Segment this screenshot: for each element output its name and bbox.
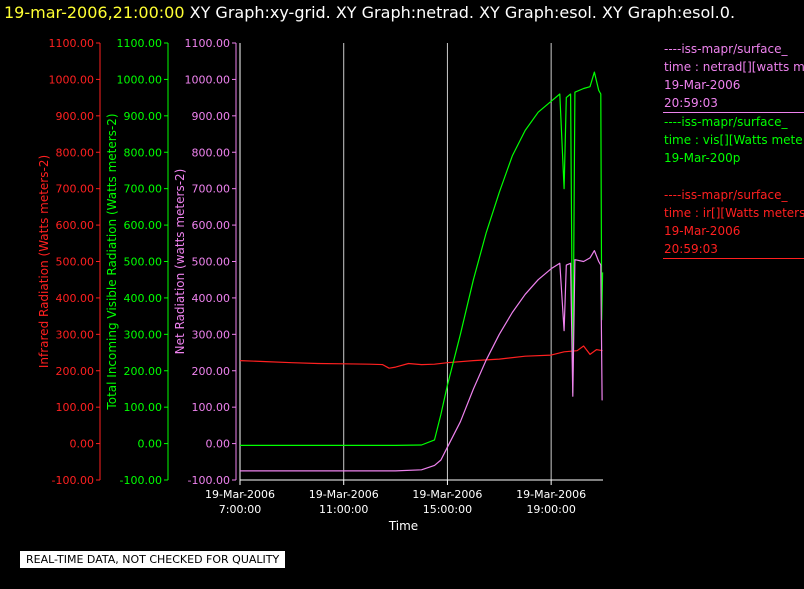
infrared-radiation-line: [239, 345, 603, 369]
x-tick-time: 15:00:00: [423, 503, 472, 516]
vis-tick-label: 800.00: [124, 146, 163, 159]
legend-separator: [663, 258, 804, 259]
visible-radiation-line: [240, 71, 604, 446]
x-tick-time: 7:00:00: [219, 503, 261, 516]
ir-tick-label: 1100.00: [49, 37, 95, 50]
x-tick-date: 19-Mar-2006: [412, 488, 482, 501]
vis-tick-label: 100.00: [124, 401, 163, 414]
legend-net-date: 19-Mar-2006: [664, 78, 741, 92]
ir-axis-title: Infrared Radiation (Watts meters-2): [37, 155, 51, 368]
ir-tick-label: -100.00: [52, 474, 94, 487]
net-radiation-line: [240, 250, 603, 472]
net-tick-label: 200.00: [192, 365, 231, 378]
net-tick-label: 500.00: [192, 256, 231, 269]
ir-tick-label: 1000.00: [49, 73, 95, 86]
ir-tick-label: 300.00: [56, 328, 95, 341]
vis-axis-title: Total Incoming Visible Radiation (Watts …: [105, 113, 119, 410]
net-tick-label: -100.00: [188, 474, 230, 487]
net-axis-title: Net Radiation (watts meters-2): [173, 169, 187, 355]
vis-tick-label: -100.00: [120, 474, 162, 487]
legend-vis-date: 19-Mar-200p: [664, 151, 741, 165]
legend-vis-source: ----iss-mapr/surface_: [664, 115, 788, 129]
vis-tick-label: 500.00: [124, 256, 163, 269]
vis-tick-label: 400.00: [124, 292, 163, 305]
vis-tick-label: 900.00: [124, 110, 163, 123]
net-tick-label: 100.00: [192, 401, 231, 414]
legend-net-source: ----iss-mapr/surface_: [664, 42, 788, 56]
legend-separator: [663, 112, 804, 113]
x-tick-date: 19-Mar-2006: [309, 488, 379, 501]
legend-vis-variable: time : vis[][Watts mete: [664, 133, 803, 147]
net-tick-label: 700.00: [192, 183, 231, 196]
ir-tick-label: 200.00: [56, 365, 95, 378]
net-tick-label: 400.00: [192, 292, 231, 305]
x-tick-date: 19-Mar-2006: [205, 488, 275, 501]
legend-infrared-radiation: ----iss-mapr/surface_ time : ir[][Watts …: [664, 186, 804, 258]
graph-header: 19-mar-2006,21:00:00 XY Graph:xy-grid. X…: [4, 3, 735, 22]
quality-notice: REAL-TIME DATA, NOT CHECKED FOR QUALITY: [20, 551, 286, 568]
header-graph-list: XY Graph:xy-grid. XY Graph:netrad. XY Gr…: [189, 3, 736, 22]
legend-ir-date: 19-Mar-2006: [664, 224, 741, 238]
ir-tick-label: 700.00: [56, 183, 95, 196]
ir-tick-label: 800.00: [56, 146, 95, 159]
ir-tick-label: 900.00: [56, 110, 95, 123]
vis-tick-label: 0.00: [138, 438, 163, 451]
vis-tick-label: 600.00: [124, 219, 163, 232]
net-tick-label: 800.00: [192, 146, 231, 159]
net-tick-label: 1100.00: [185, 37, 231, 50]
ir-tick-label: 0.00: [70, 438, 95, 451]
legend-ir-source: ----iss-mapr/surface_: [664, 188, 788, 202]
ir-tick-label: 500.00: [56, 256, 95, 269]
ir-tick-label: 400.00: [56, 292, 95, 305]
vis-tick-label: 1000.00: [117, 73, 163, 86]
net-tick-label: 1000.00: [185, 73, 231, 86]
net-tick-label: 600.00: [192, 219, 231, 232]
header-timestamp: 19-mar-2006,21:00:00: [4, 3, 185, 22]
legend-ir-time: 20:59:03: [664, 242, 718, 256]
vis-tick-label: 200.00: [124, 365, 163, 378]
legend-net-time: 20:59:03: [664, 96, 718, 110]
net-tick-label: 0.00: [206, 438, 231, 451]
vis-tick-label: 300.00: [124, 328, 163, 341]
legend-ir-variable: time : ir[][Watts meters: [664, 206, 804, 220]
x-axis-title: Time: [388, 519, 418, 533]
ir-tick-label: 100.00: [56, 401, 95, 414]
x-tick-date: 19-Mar-2006: [516, 488, 586, 501]
legend-visible-radiation: ----iss-mapr/surface_ time : vis[][Watts…: [664, 113, 804, 167]
net-tick-label: 900.00: [192, 110, 231, 123]
legend-net-radiation: ----iss-mapr/surface_ time : netrad[][wa…: [664, 40, 804, 112]
net-tick-label: 300.00: [192, 328, 231, 341]
vis-tick-label: 700.00: [124, 183, 163, 196]
x-tick-time: 11:00:00: [319, 503, 368, 516]
ir-tick-label: 600.00: [56, 219, 95, 232]
legend-net-variable: time : netrad[][watts m: [664, 60, 804, 74]
vis-tick-label: 1100.00: [117, 37, 163, 50]
x-tick-time: 19:00:00: [526, 503, 575, 516]
